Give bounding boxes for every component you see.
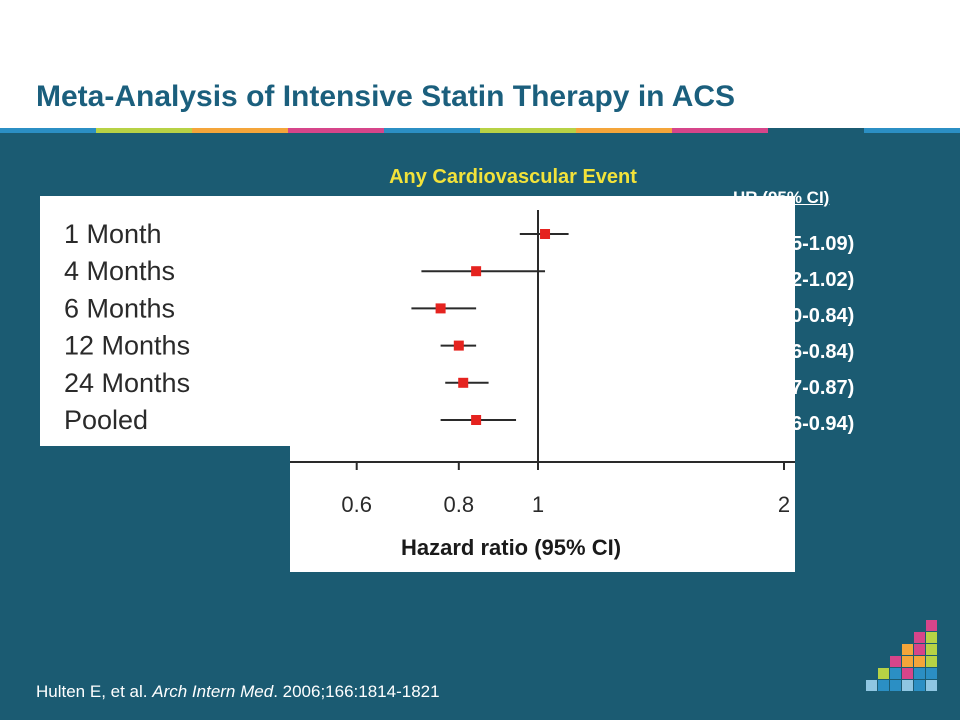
stripe-segment: [0, 128, 96, 133]
stripe-segment: [96, 128, 192, 133]
x-tick-label: 2: [778, 492, 790, 517]
stripe-segment: [480, 128, 576, 133]
logo-cell: [914, 644, 925, 655]
logo-cell: [926, 632, 937, 643]
logo-cell: [890, 668, 901, 679]
stripe-segment: [192, 128, 288, 133]
logo-cell: [926, 656, 937, 667]
logo-cell: [878, 680, 889, 691]
citation-details: . 2006;166:1814-1821: [273, 682, 440, 701]
stripe-segment: [768, 128, 864, 133]
row-label: 24 Months: [64, 368, 190, 398]
stripe-segment: [288, 128, 384, 133]
logo-cell: [914, 656, 925, 667]
x-axis-label: Hazard ratio (95% CI): [401, 535, 621, 560]
logo-cell: [866, 680, 877, 691]
row-label: 12 Months: [64, 331, 190, 361]
hr-column-header: HR (95% CI): [733, 188, 830, 207]
logo-cell: [890, 680, 901, 691]
row-label: Pooled: [64, 405, 148, 435]
logo-cell: [926, 680, 937, 691]
logo-cell: [926, 644, 937, 655]
x-tick-label: 0.8: [444, 492, 475, 517]
citation-journal: Arch Intern Med: [152, 682, 274, 701]
brand-logo: [866, 620, 938, 692]
logo-cell: [914, 680, 925, 691]
stripe-segment: [384, 128, 480, 133]
color-stripe: [0, 128, 960, 133]
plot-panel-right: [290, 196, 795, 572]
logo-cell: [926, 668, 937, 679]
logo-cell: [902, 668, 913, 679]
point-estimate: [471, 415, 482, 425]
hr-value: 1.02 (0.95-1.09): [712, 233, 855, 255]
logo-cell: [926, 620, 937, 631]
chart-title: Any Cardiovascular Event: [389, 166, 637, 188]
logo-cell: [914, 668, 925, 679]
logo-cell: [914, 632, 925, 643]
x-tick-label: 1: [532, 492, 544, 517]
row-label: 6 Months: [64, 293, 175, 323]
logo-cell: [902, 656, 913, 667]
hr-value: 0.76 (0.70-0.84): [712, 305, 855, 327]
hr-value: 0.84 (0.76-0.94): [712, 413, 855, 435]
row-label: 1 Month: [64, 219, 162, 249]
hr-value: 0.81 (0.77-0.87): [712, 377, 855, 399]
row-label: 4 Months: [64, 256, 175, 286]
hr-value: 0.84 (0.72-1.02): [712, 269, 855, 291]
plot-panel-left: [40, 196, 290, 446]
point-estimate: [471, 266, 482, 277]
point-estimate: [435, 303, 446, 314]
stripe-segment: [672, 128, 768, 133]
point-estimate: [540, 229, 551, 239]
citation: Hulten E, et al. Arch Intern Med. 2006;1…: [36, 682, 440, 702]
citation-authors: Hulten E, et al.: [36, 682, 153, 701]
stripe-segment: [576, 128, 672, 133]
slide-title: Meta-Analysis of Intensive Statin Therap…: [36, 80, 736, 113]
logo-cell: [878, 668, 889, 679]
slide-header: Meta-Analysis of Intensive Statin Therap…: [0, 0, 960, 128]
x-tick-label: 0.6: [341, 492, 372, 517]
point-estimate: [458, 377, 469, 388]
point-estimate: [453, 340, 464, 351]
logo-cell: [902, 680, 913, 691]
logo-cell: [902, 644, 913, 655]
stripe-segment: [864, 128, 960, 133]
hr-value: 0.80 (0.76-0.84): [712, 341, 855, 363]
hr-values-list: 1.02 (0.95-1.09) 0.84 (0.72-1.02) 0.76 (…: [712, 226, 854, 442]
logo-cell: [890, 656, 901, 667]
